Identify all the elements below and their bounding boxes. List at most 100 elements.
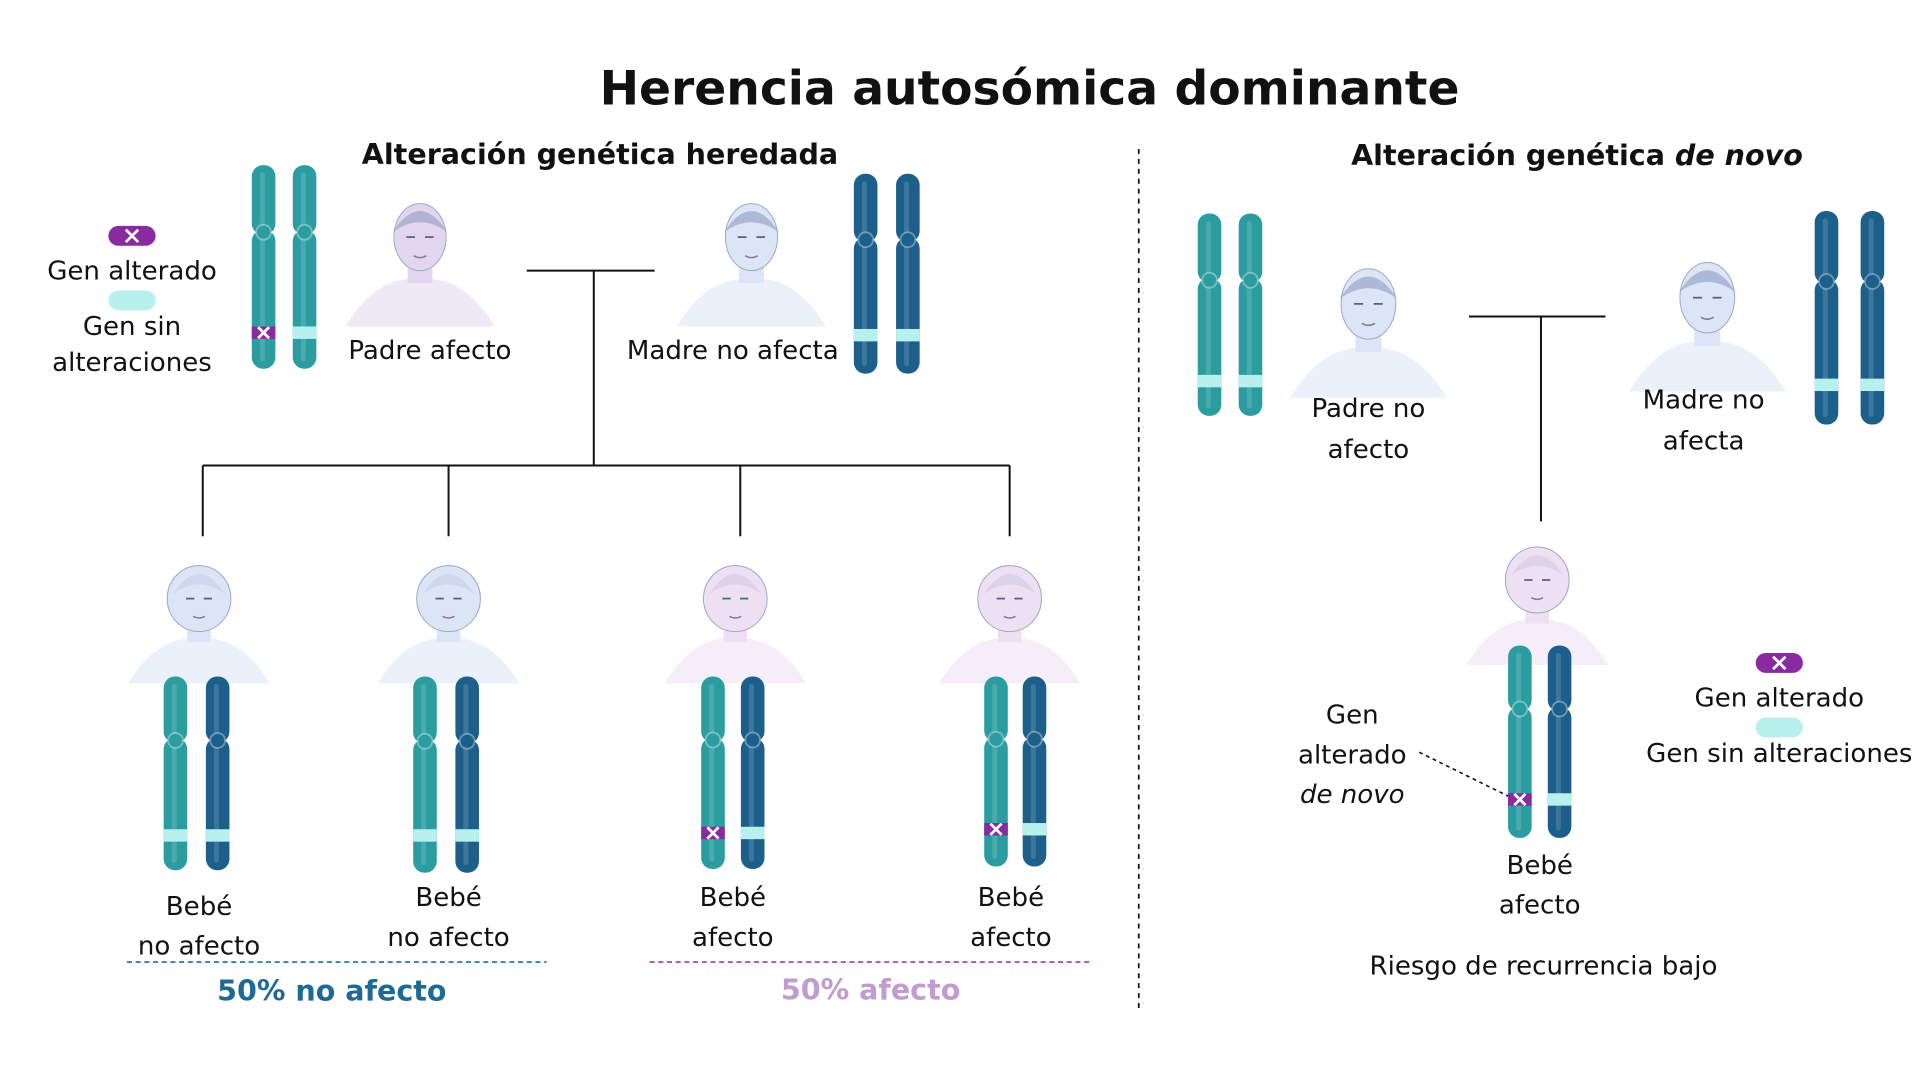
chromosome bbox=[1197, 213, 1222, 283]
head bbox=[1504, 546, 1570, 614]
centromere bbox=[255, 223, 272, 241]
mouth bbox=[442, 615, 455, 619]
shoulders bbox=[664, 638, 807, 684]
legend-label: alteraciones bbox=[52, 348, 212, 378]
shoulders bbox=[1290, 348, 1447, 398]
hair bbox=[1511, 555, 1564, 576]
legend-swatch bbox=[1755, 717, 1803, 738]
x-mark bbox=[1513, 792, 1527, 807]
x-mark bbox=[257, 326, 271, 340]
shoulders bbox=[676, 279, 826, 327]
chromosome-highlight bbox=[463, 684, 469, 866]
centromere bbox=[1201, 271, 1218, 289]
legend-label: Gen sin bbox=[83, 312, 181, 342]
callout-label: de novo bbox=[1300, 780, 1405, 810]
baby-illustration bbox=[1466, 546, 1608, 665]
chromosome-highlight bbox=[992, 684, 998, 860]
gene-band bbox=[205, 829, 230, 842]
gene-band bbox=[1197, 374, 1222, 388]
x-mark bbox=[1772, 655, 1787, 671]
heading-text: Alteración genética bbox=[1351, 138, 1675, 172]
mother-label: Madre no bbox=[1643, 385, 1765, 415]
hair bbox=[724, 211, 779, 233]
gene-band bbox=[1022, 823, 1047, 836]
father-label: afecto bbox=[1328, 435, 1410, 465]
heading: Alteración genética de novo bbox=[1351, 138, 1803, 172]
chromosome bbox=[1022, 676, 1047, 742]
parent-illustration bbox=[1629, 261, 1786, 392]
chromosome bbox=[1547, 645, 1572, 712]
chromosome bbox=[740, 676, 765, 743]
chromosome bbox=[251, 165, 276, 235]
mouth bbox=[1361, 322, 1376, 327]
chromosome-highlight bbox=[421, 684, 427, 866]
legend-swatch bbox=[108, 290, 156, 311]
note: Riesgo de recurrencia bajo bbox=[1369, 951, 1717, 981]
chromosome bbox=[896, 173, 920, 243]
centromere bbox=[209, 732, 227, 749]
chromosome-highlight bbox=[1868, 218, 1874, 418]
gene-band bbox=[896, 328, 920, 342]
head bbox=[416, 565, 481, 633]
gene-band bbox=[1860, 378, 1885, 392]
chromosome-highlight bbox=[171, 684, 177, 863]
gene-band bbox=[455, 829, 479, 842]
centromere bbox=[167, 732, 184, 749]
chromosome-highlight bbox=[1205, 220, 1211, 409]
baby-illustration bbox=[377, 565, 520, 684]
centromere bbox=[744, 731, 762, 749]
x-mark bbox=[706, 826, 720, 840]
chromosome bbox=[853, 173, 878, 243]
legend-label: Gen sin alteraciones bbox=[1646, 739, 1912, 769]
centromere bbox=[987, 730, 1005, 748]
centromere bbox=[1864, 273, 1881, 290]
chromosome-highlight bbox=[213, 684, 219, 863]
heading-italic: de novo bbox=[1675, 138, 1803, 172]
chromosome-highlight bbox=[1822, 218, 1828, 418]
x-mark bbox=[989, 822, 1003, 836]
chromosome-highlight bbox=[709, 684, 715, 862]
gene-band bbox=[1238, 374, 1263, 388]
chromosome bbox=[163, 676, 188, 743]
mouth bbox=[413, 255, 427, 259]
chromosome bbox=[984, 676, 1008, 742]
shoulders bbox=[128, 638, 270, 684]
centromere bbox=[1511, 700, 1529, 718]
centromere bbox=[458, 732, 476, 750]
child-label: afecto bbox=[970, 923, 1052, 953]
chromosome-highlight bbox=[259, 172, 265, 362]
parent-illustration bbox=[676, 203, 826, 327]
child-label: Bebé bbox=[700, 883, 766, 913]
heading: Alteración genética heredada bbox=[362, 137, 838, 171]
legend-label: Gen alterado bbox=[1695, 683, 1865, 713]
callout-label: alterado bbox=[1298, 740, 1407, 770]
shoulders bbox=[1629, 342, 1786, 392]
shoulders bbox=[377, 638, 520, 684]
mouth bbox=[1530, 597, 1544, 601]
child-label: Bebé bbox=[166, 892, 232, 922]
gene-band bbox=[292, 326, 317, 339]
centromere bbox=[899, 231, 917, 249]
hair bbox=[422, 573, 475, 594]
centromere bbox=[704, 731, 722, 749]
legend-label: Gen alterado bbox=[47, 256, 217, 286]
mouth bbox=[192, 615, 206, 619]
chromosome bbox=[413, 676, 437, 744]
parent-illustration bbox=[345, 203, 495, 327]
chromosome bbox=[455, 676, 479, 744]
chromosome-highlight bbox=[1555, 652, 1561, 831]
hair bbox=[173, 573, 225, 594]
gene-band bbox=[413, 829, 437, 842]
mouth bbox=[729, 615, 742, 619]
chromosome-highlight bbox=[300, 172, 306, 362]
chromosome-highlight bbox=[1516, 652, 1522, 831]
baby-illustration bbox=[664, 565, 807, 684]
mouth bbox=[1700, 316, 1715, 320]
child-label: afecto bbox=[1499, 891, 1581, 921]
hair bbox=[1678, 270, 1736, 293]
centromere bbox=[1818, 273, 1835, 290]
chromosome bbox=[1508, 645, 1532, 712]
chromosome-highlight bbox=[1030, 684, 1036, 860]
centromere bbox=[857, 231, 875, 249]
